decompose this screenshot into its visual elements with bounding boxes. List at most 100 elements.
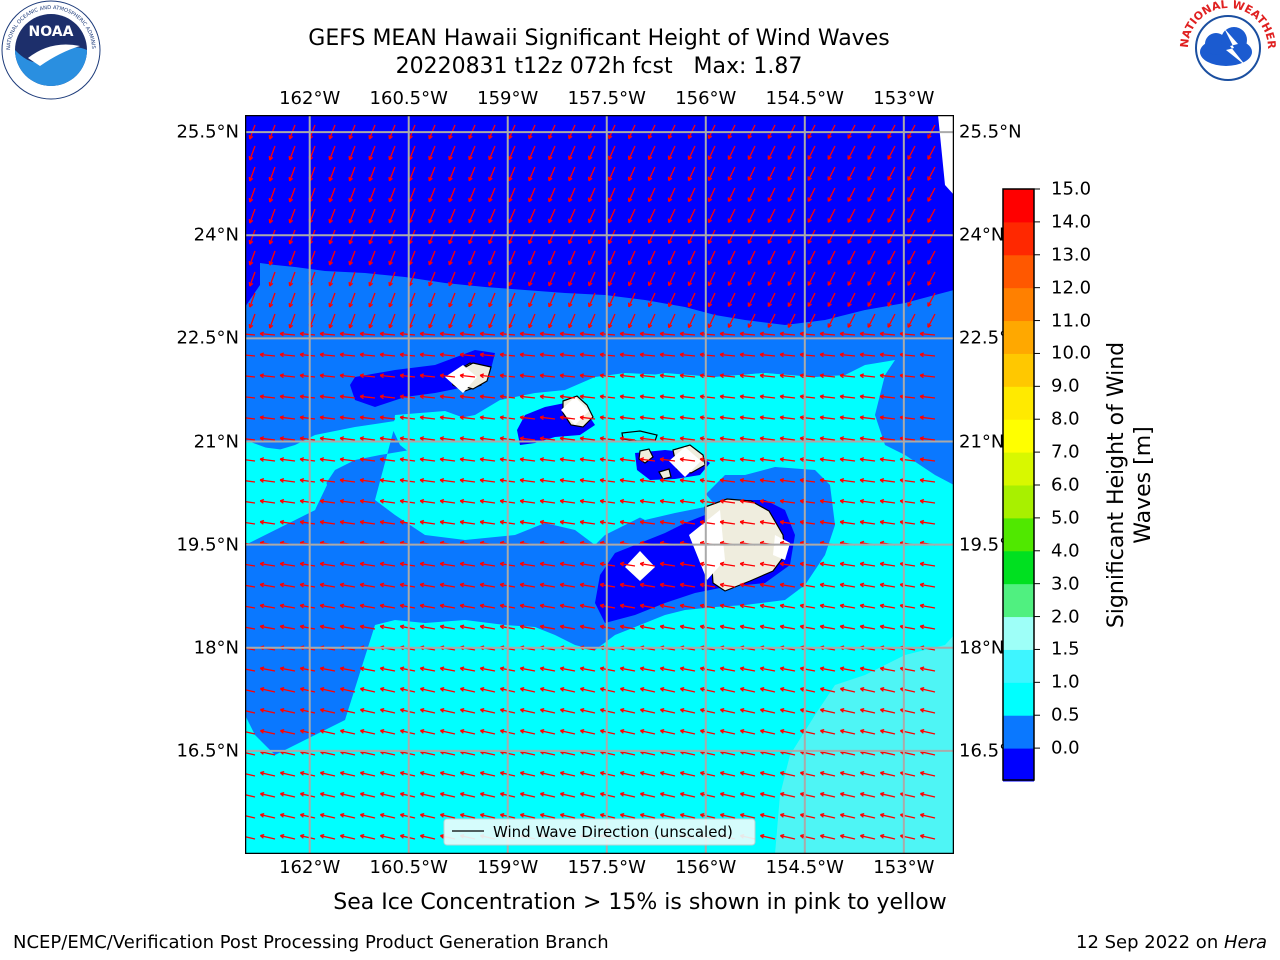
wind-arrow-head — [499, 604, 504, 609]
colorbar-tick-label: 10.0 — [1051, 342, 1092, 364]
wind-arrow-head — [568, 198, 573, 203]
wind-arrow-head — [559, 521, 564, 525]
wind-arrow — [800, 395, 816, 399]
wind-arrow-head — [339, 583, 344, 588]
wind-arrow-head — [339, 374, 344, 379]
wind-arrow-head — [859, 835, 864, 839]
wind-arrow — [747, 250, 756, 265]
wind-arrow — [920, 750, 936, 756]
wind-arrow — [660, 562, 676, 567]
wind-arrow-head — [608, 240, 613, 245]
wind-arrow — [540, 750, 556, 756]
wind-arrow-head — [768, 282, 773, 287]
wind-arrow — [927, 229, 936, 244]
wind-arrow — [548, 292, 556, 308]
wind-arrow — [245, 459, 256, 462]
wind-arrow-head — [468, 303, 473, 308]
colorbar-tick-label: 14.0 — [1051, 211, 1092, 233]
wind-arrow — [767, 292, 776, 307]
wind-arrow-head — [579, 583, 584, 588]
wind-arrow-head — [579, 814, 584, 818]
wind-arrow — [420, 437, 436, 441]
wind-arrow-head — [759, 751, 764, 755]
wind-arrow — [727, 187, 736, 202]
wind-arrow — [747, 292, 756, 307]
wind-arrow — [300, 395, 316, 399]
wind-arrow-head — [459, 374, 464, 379]
wind-arrow-head — [628, 282, 633, 287]
wind-arrow-head — [479, 563, 484, 567]
wind-arrow-head — [639, 772, 644, 776]
wind-arrow — [368, 271, 376, 287]
wind-arrow-head — [839, 458, 844, 462]
wind-arrow — [420, 332, 436, 336]
wind-arrow — [368, 250, 376, 266]
wind-arrow-head — [619, 730, 624, 734]
wind-arrow-head — [459, 709, 464, 713]
wind-arrow-head — [468, 177, 473, 182]
wind-arrow-head — [269, 135, 274, 140]
wind-arrow — [320, 500, 336, 504]
wind-arrow — [560, 332, 576, 336]
wind-arrow — [245, 396, 256, 399]
wind-arrow — [280, 729, 296, 735]
wind-arrow — [580, 374, 596, 378]
wind-arrow — [780, 834, 796, 840]
wind-arrow — [927, 292, 936, 307]
wind-arrow — [260, 667, 276, 672]
wind-arrow — [480, 604, 496, 609]
wind-arrow-head — [319, 730, 324, 734]
wind-arrow — [245, 689, 256, 693]
wind-arrow — [440, 458, 456, 462]
wind-arrow-head — [619, 625, 624, 630]
wind-arrow-head — [408, 303, 413, 308]
wind-arrow — [688, 208, 696, 223]
wind-arrow-head — [259, 353, 264, 358]
wind-arrow — [340, 729, 356, 735]
wind-arrow — [860, 458, 876, 462]
wind-arrow — [245, 333, 256, 336]
wind-arrow — [440, 353, 456, 357]
wind-arrow-head — [559, 437, 564, 441]
wind-arrow-head — [599, 416, 604, 421]
wind-arrow-head — [847, 177, 852, 181]
wind-arrow-head — [867, 324, 872, 328]
wind-arrow-head — [269, 282, 274, 287]
wind-arrow — [720, 729, 736, 735]
wind-arrow — [428, 187, 436, 203]
wind-arrow — [428, 292, 436, 308]
wind-arrow — [620, 479, 636, 483]
wind-arrow — [820, 667, 836, 672]
wind-arrow-head — [249, 198, 254, 203]
wind-arrow-head — [639, 374, 644, 379]
wind-arrow-head — [879, 688, 884, 692]
wind-arrow-head — [299, 625, 304, 630]
wind-arrow-head — [768, 261, 773, 266]
wind-arrow — [400, 332, 416, 336]
wind-arrow-head — [659, 604, 664, 609]
wind-arrow-head — [419, 374, 424, 379]
wind-arrow-head — [439, 395, 444, 400]
wind-arrow-head — [699, 751, 704, 755]
wind-arrow — [448, 313, 456, 329]
wind-arrow — [340, 521, 356, 525]
wind-arrow-head — [508, 261, 513, 266]
wind-arrow — [827, 250, 836, 265]
wind-arrow-head — [249, 240, 254, 245]
wind-arrow-head — [659, 814, 664, 818]
wind-arrow — [560, 437, 576, 441]
wind-arrow — [648, 145, 656, 160]
wind-arrow-head — [359, 814, 364, 818]
wind-arrow — [767, 250, 776, 265]
wave-band-1-1.5 — [393, 411, 470, 457]
wind-arrow — [480, 521, 496, 525]
wind-arrow-head — [479, 688, 484, 692]
wind-arrow-head — [539, 667, 544, 672]
lon-tick-label: 160.5°W — [369, 88, 448, 109]
wind-arrow — [245, 773, 256, 777]
wind-arrow-head — [887, 135, 892, 139]
wind-arrow-head — [927, 303, 932, 307]
wind-arrow-head — [508, 135, 513, 140]
wave-band-0-0.5 — [245, 115, 954, 325]
wind-arrow — [440, 332, 456, 336]
